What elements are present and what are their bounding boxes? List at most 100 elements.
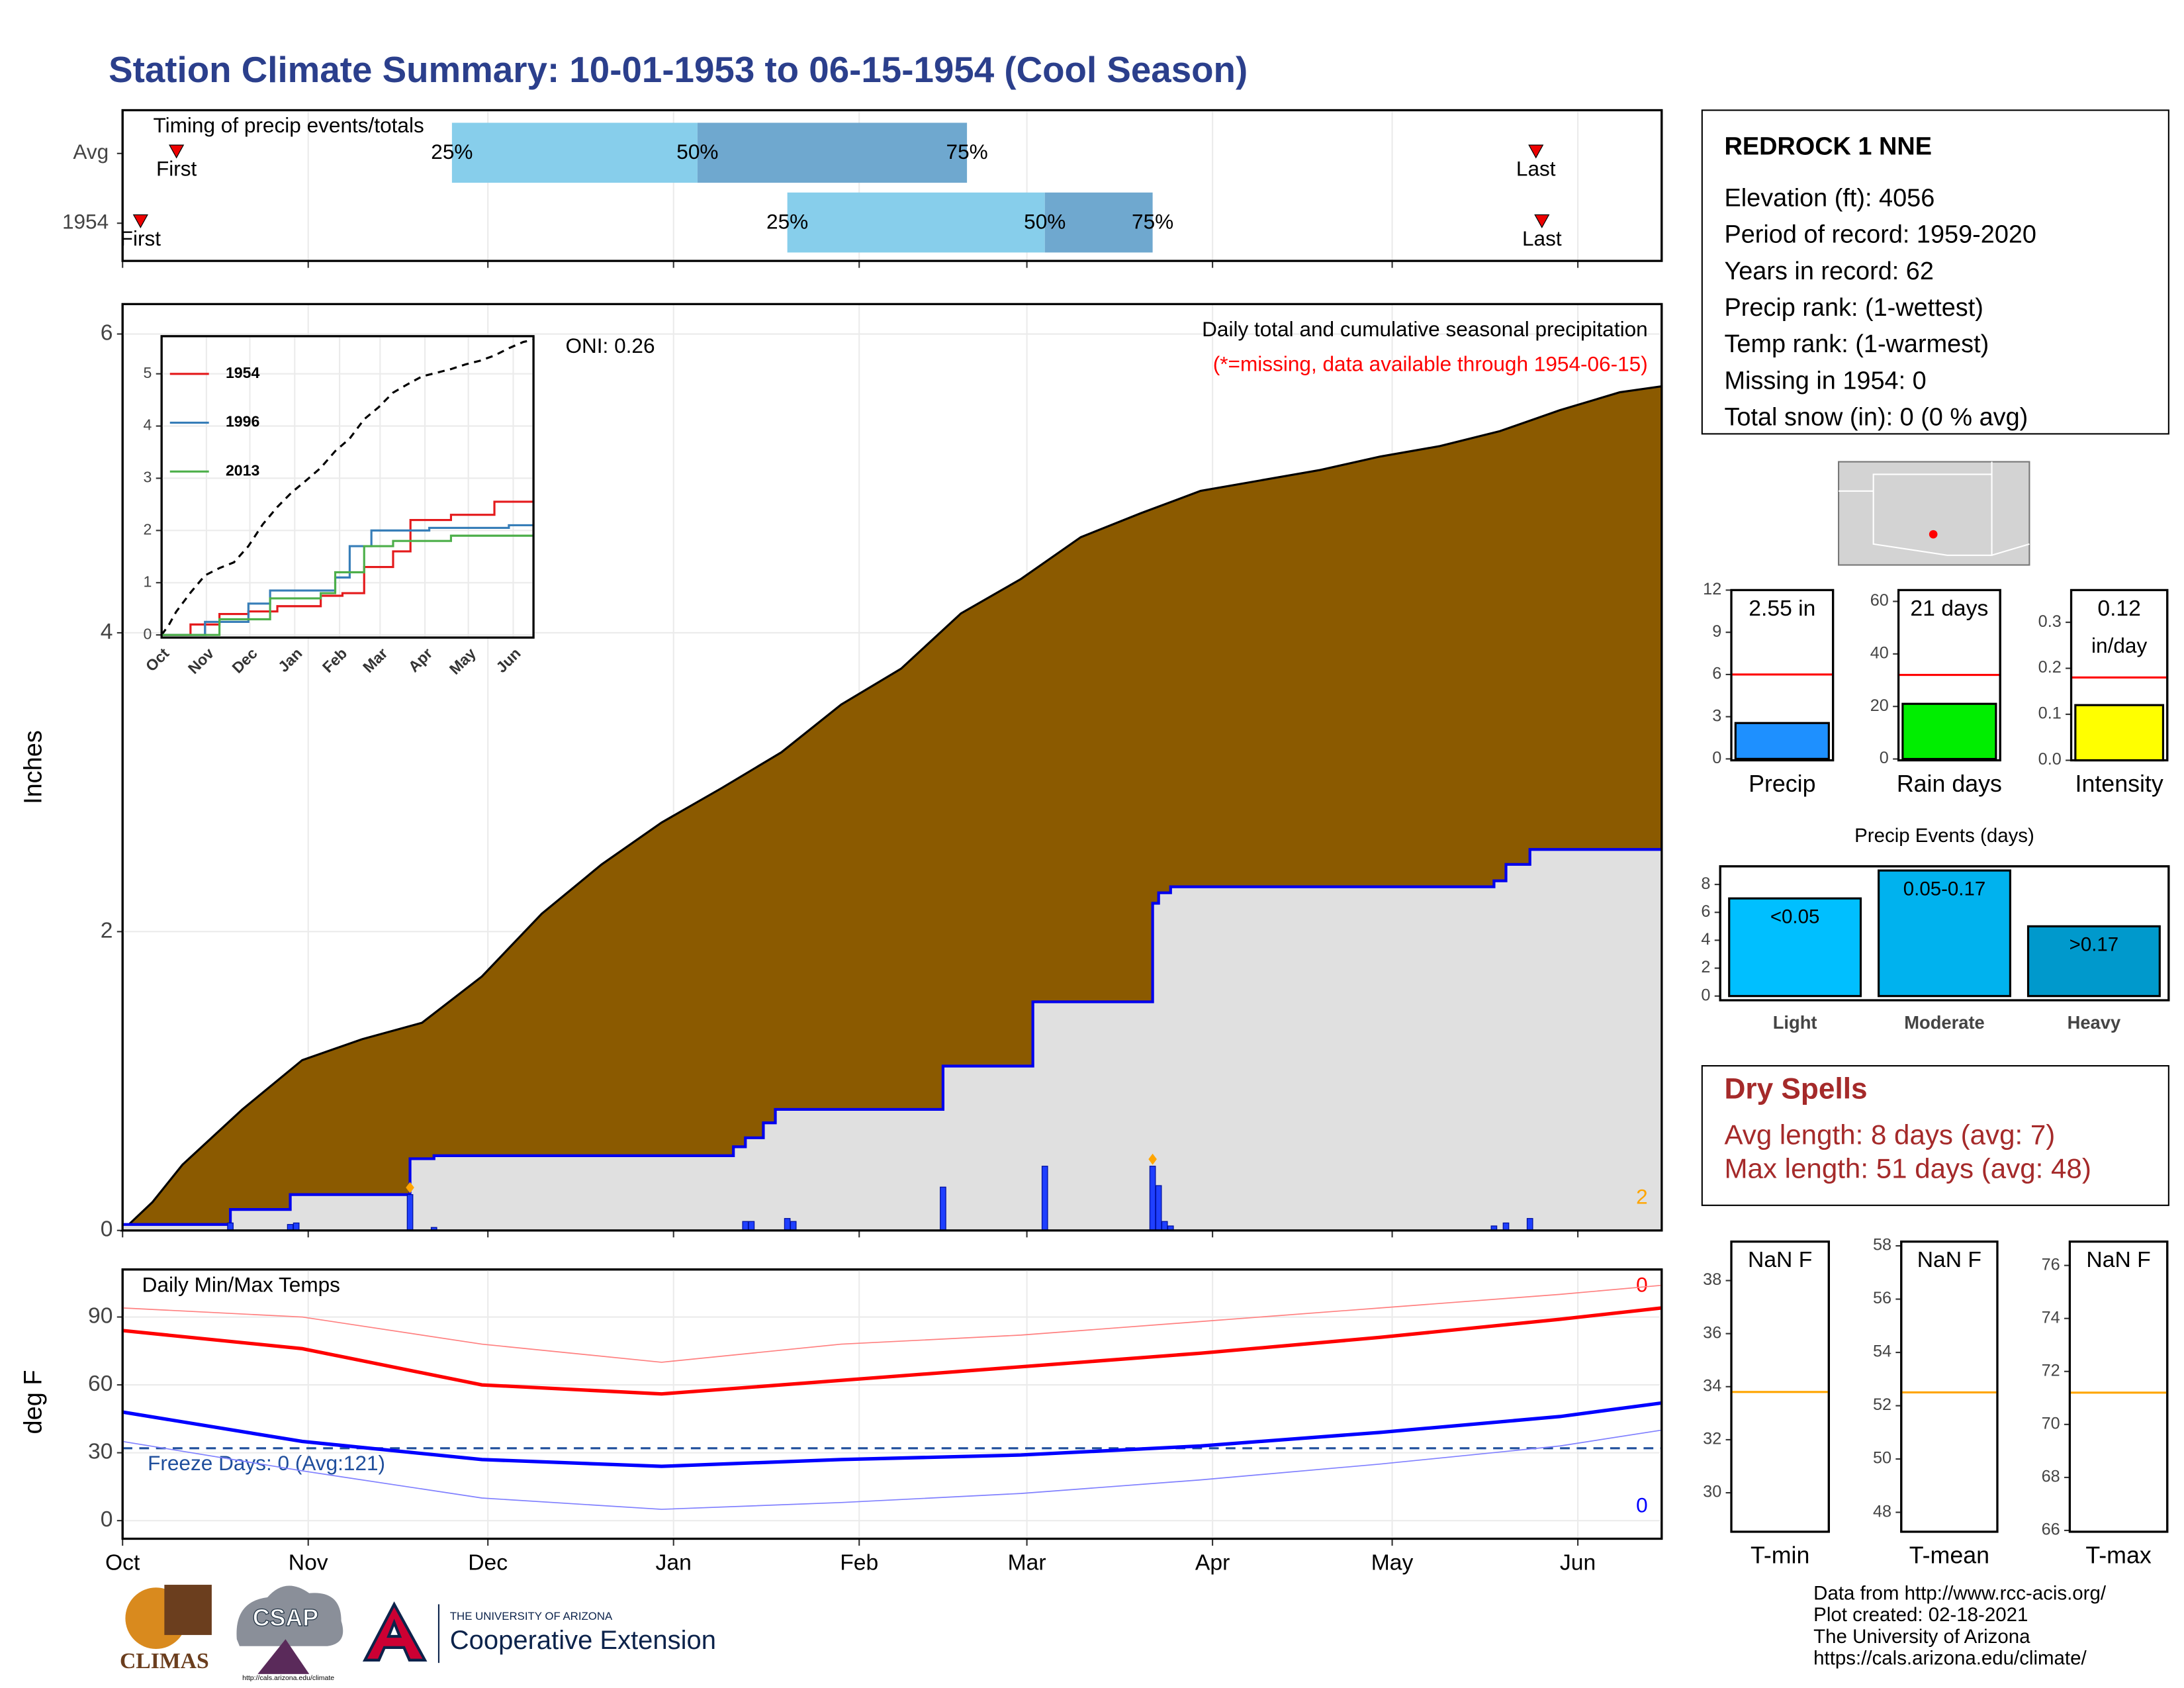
- event-marker: [1528, 144, 1544, 159]
- dry-spells-box: [1701, 1065, 2169, 1206]
- station-info: Years in record: 62: [1724, 258, 1933, 285]
- x-tick-label: Feb: [840, 1550, 878, 1575]
- y-tick-label: 34: [1703, 1376, 1721, 1395]
- plot-frame: [1900, 1241, 1999, 1533]
- range-label: <0.05: [1770, 906, 1820, 927]
- category-label: T-min: [1751, 1542, 1809, 1568]
- arizona-a: [362, 1601, 428, 1662]
- annotation: ONI: 0.26: [565, 334, 655, 357]
- credit-line: Plot created: 02-18-2021: [1813, 1604, 2028, 1626]
- station-box: [1701, 109, 2169, 435]
- y-tick-label: 1: [144, 573, 152, 590]
- y-tick-label: 12: [1703, 580, 1721, 598]
- station-dot: [1929, 530, 1938, 539]
- logo-text: CSAP: [253, 1605, 318, 1631]
- y-tick-label: 38: [1703, 1270, 1721, 1289]
- plot-frame: [121, 109, 1663, 262]
- category-label: T-max: [2085, 1542, 2151, 1568]
- plot-frame: [121, 1268, 1663, 1540]
- y-axis-label: Inches: [20, 730, 48, 804]
- station-info: Missing in 1954: 0: [1724, 367, 1926, 395]
- x-tick-label: Jan: [656, 1550, 692, 1575]
- logo-text: THE UNIVERSITY OF ARIZONA: [450, 1610, 613, 1622]
- quartile-label: 50%: [1024, 210, 1066, 234]
- bar: [2026, 925, 2161, 998]
- quartile-bar: [451, 122, 698, 183]
- quartile-label: 50%: [676, 140, 718, 164]
- y-tick-label: 6: [1712, 665, 1721, 683]
- x-tick-label: Mar: [1008, 1550, 1046, 1575]
- y-tick-label: 6: [101, 320, 113, 345]
- y-axis-label: deg F: [20, 1370, 48, 1434]
- x-tick-label: Jun: [1560, 1550, 1596, 1575]
- category-label: Moderate: [1904, 1012, 1985, 1033]
- quartile-label: 75%: [1132, 210, 1173, 234]
- csap-mountain: [257, 1639, 310, 1674]
- y-tick-label: 66: [2042, 1521, 2060, 1539]
- y-tick-label: 3: [144, 469, 152, 486]
- category-label: T-mean: [1909, 1542, 1989, 1568]
- annotation: 0: [1636, 1493, 1648, 1517]
- y-tick-label: 4: [101, 620, 113, 644]
- daily-bar: [293, 1222, 300, 1231]
- y-tick-label: 0.2: [2038, 658, 2062, 677]
- annotation: (*=missing, data available through 1954-…: [1213, 352, 1648, 375]
- logo-text: CLIMAS: [120, 1649, 209, 1673]
- y-tick-label: 0: [1880, 749, 1889, 767]
- credit-line: Data from http://www.rcc-acis.org/: [1813, 1583, 2107, 1605]
- y-tick-label: 0.3: [2038, 612, 2062, 631]
- annotation: 2: [1636, 1185, 1648, 1209]
- station-name: REDROCK 1 NNE: [1724, 132, 1931, 160]
- series-line: [122, 1401, 1662, 1468]
- x-tick-label: Dec: [468, 1550, 508, 1575]
- y-tick-label: 0.0: [2038, 750, 2062, 769]
- daily-bar: [1502, 1222, 1510, 1231]
- daily-bar: [227, 1222, 234, 1231]
- average-line: [160, 338, 534, 636]
- plot-frame: [1730, 588, 1835, 762]
- y-tick-label: 20: [1870, 696, 1889, 715]
- dry-spells-info: Avg length: 8 days (avg: 7): [1724, 1119, 2055, 1150]
- y-tick-label: 2: [144, 520, 152, 538]
- daily-bar: [784, 1218, 791, 1231]
- y-tick-label: 36: [1703, 1323, 1721, 1342]
- legend-label: 2013: [226, 461, 260, 479]
- bar: [1734, 722, 1830, 761]
- daily-bar: [940, 1186, 946, 1231]
- plot-frame: [1900, 1241, 1999, 1533]
- daily-bar: [742, 1221, 749, 1231]
- daily-bar: [406, 1194, 414, 1231]
- bar: [1878, 869, 2011, 998]
- plot-frame: [121, 303, 1663, 1232]
- x-tick-label: May: [1371, 1550, 1414, 1575]
- plot-frame: [2068, 1241, 2169, 1533]
- y-tick-label: 90: [88, 1303, 113, 1328]
- y-tick-label: 0: [101, 1507, 113, 1532]
- event-label: Last: [1522, 226, 1562, 250]
- flag-marker: [406, 1182, 414, 1194]
- plot-frame: [1730, 1241, 1830, 1533]
- quartile-label: 25%: [766, 210, 808, 234]
- y-tick-label: 74: [2042, 1308, 2060, 1327]
- y-tick-label: 68: [2042, 1468, 2060, 1486]
- y-tick-label: 54: [1873, 1342, 1891, 1361]
- value-label: NaN F: [1748, 1248, 1812, 1272]
- daily-bar: [790, 1221, 797, 1231]
- unit-label: in/day: [2091, 633, 2147, 657]
- quartile-bar: [787, 192, 1045, 253]
- value-label: NaN F: [1917, 1248, 1981, 1272]
- station-info: Total snow (in): 0 (0 % avg): [1724, 404, 2028, 432]
- y-tick-label: 2: [101, 918, 113, 943]
- quartile-bar: [697, 122, 968, 183]
- y-tick-label: 58: [1873, 1236, 1891, 1254]
- y-tick-label: 2: [1701, 958, 1710, 976]
- event-marker: [1534, 214, 1550, 228]
- legend-label: 1996: [226, 413, 260, 430]
- row-label: Avg: [73, 140, 109, 164]
- value-label: 2.55 in: [1749, 596, 1815, 621]
- credit-line: https://cals.arizona.edu/climate/: [1813, 1648, 2087, 1669]
- y-tick-label: 0.1: [2038, 704, 2062, 723]
- bar: [2074, 704, 2165, 762]
